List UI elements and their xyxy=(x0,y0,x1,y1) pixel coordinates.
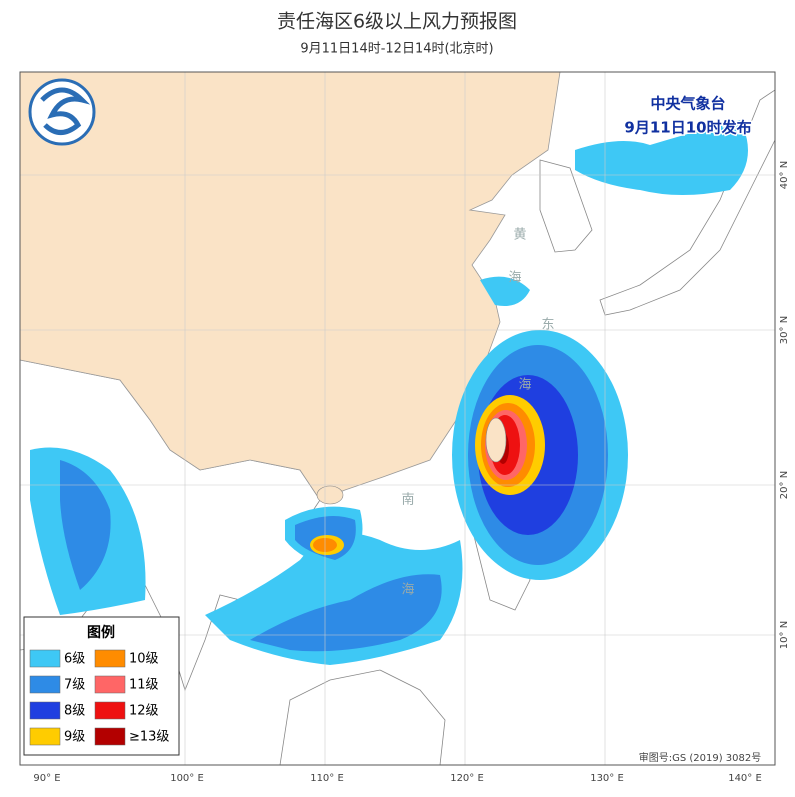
legend-label: 8级 xyxy=(64,704,85,719)
axis-labels: 90° E 100° E 110° E 120° E 130° E 140° E 40° N… xyxy=(33,161,790,784)
legend-label: 7级 xyxy=(64,678,85,693)
wind-areas xyxy=(30,120,748,665)
legend-swatch xyxy=(29,701,61,720)
legend-swatch xyxy=(29,649,61,668)
lon-label: 110° E xyxy=(310,773,344,784)
legend-title: 图例 xyxy=(87,624,115,641)
lon-label: 120° E xyxy=(450,773,484,784)
legend-label: ≥13级 xyxy=(129,730,169,745)
lat-label: 40° N xyxy=(779,161,790,189)
taiwan xyxy=(485,417,507,463)
lon-label: 100° E xyxy=(170,773,204,784)
legend-label: 9级 xyxy=(64,730,85,745)
legend-swatch xyxy=(94,727,126,746)
legend-swatch xyxy=(29,675,61,694)
agency: 中央气象台 xyxy=(650,95,725,113)
legend-swatch xyxy=(94,701,126,720)
sea-label: 黄 xyxy=(513,228,526,243)
wind-area xyxy=(250,574,442,652)
legend-label: 6级 xyxy=(64,652,85,667)
lat-label: 20° N xyxy=(779,471,790,499)
legend-swatch xyxy=(94,649,126,668)
wind-area xyxy=(480,276,530,306)
legend-swatch xyxy=(94,675,126,694)
lon-label: 90° E xyxy=(33,773,60,784)
issue-time: 9月11日10时发布 xyxy=(624,119,751,137)
china xyxy=(20,72,561,501)
sea-label: 海 xyxy=(508,271,521,286)
land xyxy=(539,159,593,253)
logo-mark xyxy=(40,87,91,135)
approval: 审图号:GS (2019) 3082号 xyxy=(639,751,762,764)
sea-label: 海 xyxy=(518,378,531,393)
wind-area xyxy=(575,120,748,195)
title: 责任海区6级以上风力预报图 xyxy=(277,11,517,33)
land xyxy=(279,669,446,765)
lat-label: 10° N xyxy=(779,621,790,649)
hainan xyxy=(316,485,344,505)
legend-swatch xyxy=(29,727,61,746)
legend-label: 11级 xyxy=(129,678,159,693)
sea-label: 海 xyxy=(401,583,414,598)
land xyxy=(599,89,775,316)
subtitle: 9月11日14时-12日14时(北京时) xyxy=(300,42,493,57)
graticule xyxy=(20,72,775,765)
lon-label: 140° E xyxy=(728,773,762,784)
lat-label: 30° N xyxy=(779,316,790,344)
legend: 图例 6级 7级 8级 9级 10级 11级 12级 ≥13级 xyxy=(23,616,180,756)
wind-area xyxy=(60,460,111,590)
legend-label: 10级 xyxy=(129,652,159,667)
legend-label: 12级 xyxy=(129,704,159,719)
map-frame xyxy=(19,71,776,766)
sea-label: 东 xyxy=(541,318,554,333)
lon-label: 130° E xyxy=(590,773,624,784)
sea-label: 南 xyxy=(401,492,414,508)
